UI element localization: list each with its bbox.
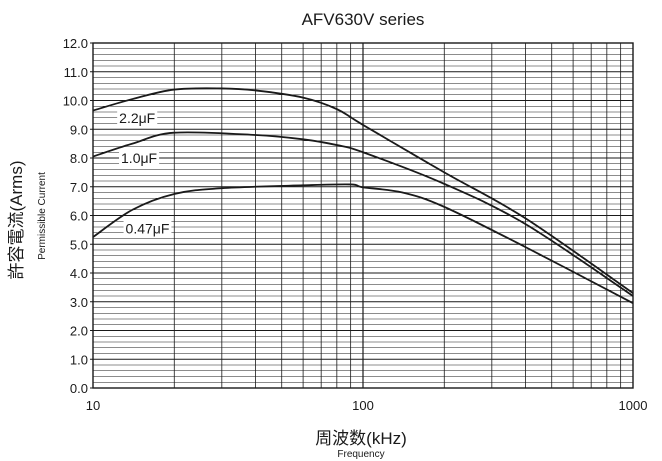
y-tick-label: 12.0 <box>63 36 88 51</box>
series-line-0 <box>92 87 634 294</box>
x-tick-label: 1000 <box>619 398 648 413</box>
series-line-1 <box>92 131 634 297</box>
y-tick-label: 2.0 <box>70 324 88 339</box>
series-label-2: 0.47μF <box>126 220 170 236</box>
y-tick-label: 8.0 <box>70 151 88 166</box>
y-tick-label: 5.0 <box>70 237 88 252</box>
y-tick-label: 3.0 <box>70 295 88 310</box>
y-tick-label: 0.0 <box>70 381 88 396</box>
y-tick-label: 7.0 <box>70 180 88 195</box>
series-label-1: 1.0μF <box>121 150 157 166</box>
series-lines <box>92 87 634 304</box>
x-axis-ticks: 10 100 1000 <box>86 398 648 413</box>
grid <box>93 43 633 388</box>
series-label-bg-0 <box>117 108 158 127</box>
y-tick-label: 1.0 <box>70 352 88 367</box>
chart-title: AFV630V series <box>302 10 425 29</box>
x-tick-label: 100 <box>352 398 374 413</box>
plot-frame <box>92 42 634 389</box>
series-label-bg-1 <box>119 149 160 167</box>
y-tick-label: 6.0 <box>70 209 88 224</box>
series-label-0: 2.2μF <box>119 110 155 126</box>
y-tick-label: 9.0 <box>70 122 88 137</box>
x-axis-sublabel: Frequency <box>337 449 384 460</box>
y-axis-label: 許容電流(Arms) <box>7 161 26 280</box>
y-tick-label: 11.0 <box>64 65 88 80</box>
y-tick-label: 4.0 <box>70 266 88 281</box>
y-tick-label: 10.0 <box>63 94 88 109</box>
series-line-2 <box>92 183 634 304</box>
series-label-bg-2 <box>123 219 172 238</box>
series-labels: 2.2μF 1.0μF 0.47μF <box>117 108 172 238</box>
x-axis-label: 周波数(kHz) <box>315 429 407 448</box>
y-axis-sublabel: Permissible Current <box>37 172 48 260</box>
y-axis-ticks: 0.0 1.0 2.0 3.0 4.0 5.0 6.0 7.0 8.0 9.0 10.0 11.0 12… <box>63 36 93 396</box>
x-tick-label: 10 <box>86 398 100 413</box>
